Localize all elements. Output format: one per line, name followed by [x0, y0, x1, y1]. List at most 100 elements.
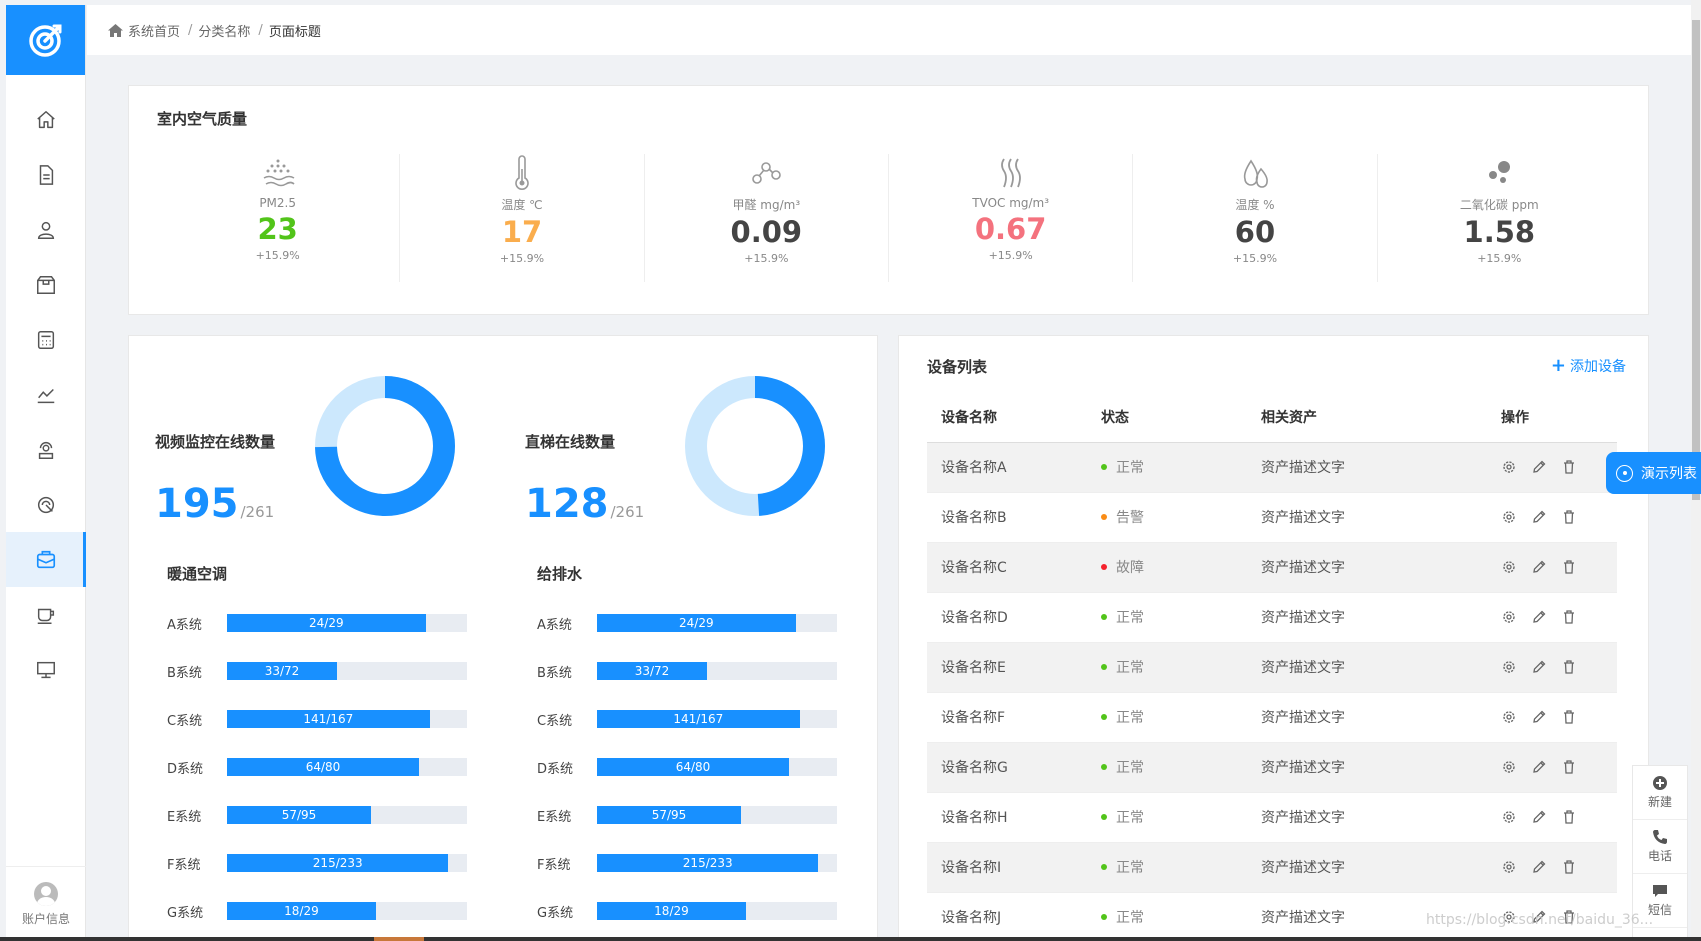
device-name-cell: 设备名称H [927, 792, 1087, 843]
asset-cell: 资产描述文字 [1247, 742, 1487, 793]
metric-label: PM2.5 [259, 196, 296, 210]
settings-icon[interactable] [1501, 859, 1517, 875]
edit-icon[interactable] [1531, 559, 1547, 575]
asset-cell: 资产描述文字 [1247, 592, 1487, 643]
actions-cell [1487, 892, 1617, 941]
sidebar-item-dashboard[interactable] [6, 532, 86, 587]
table-row[interactable]: 设备名称B 告警 资产描述文字 [927, 492, 1617, 543]
delete-icon[interactable] [1561, 609, 1577, 625]
settings-icon[interactable] [1501, 809, 1517, 825]
demo-list-button[interactable]: 演示列表 [1606, 452, 1701, 494]
table-row[interactable]: 设备名称I 正常 资产描述文字 [927, 842, 1617, 893]
delete-icon[interactable] [1561, 459, 1577, 475]
sidebar-item-home[interactable] [6, 92, 85, 147]
sidebar-item-document[interactable] [6, 147, 85, 202]
sidebar-item-calculator[interactable] [6, 312, 85, 367]
online-total: /261 [610, 503, 645, 521]
edit-icon[interactable] [1531, 709, 1547, 725]
message-button[interactable]: 短信 [1633, 874, 1687, 928]
new-button[interactable]: 新建 [1633, 766, 1687, 820]
logo[interactable] [6, 5, 85, 75]
settings-icon[interactable] [1501, 459, 1517, 475]
sidebar-item-user-group[interactable] [6, 202, 85, 257]
edit-icon[interactable] [1531, 759, 1547, 775]
breadcrumb-current: 页面标题 [268, 24, 321, 40]
sidebar-item-cup[interactable] [6, 587, 85, 642]
sidebar-item-chart[interactable] [6, 367, 85, 422]
progress-fill: 64/80 [227, 758, 419, 776]
metric-label: 温度 ℃ [501, 198, 543, 212]
edit-icon[interactable] [1531, 459, 1547, 475]
settings-icon[interactable] [1501, 559, 1517, 575]
delete-icon[interactable] [1561, 559, 1577, 575]
table-row[interactable]: 设备名称C 故障 资产描述文字 [927, 542, 1617, 593]
sidebar-item-monitor-wave[interactable] [6, 477, 85, 532]
edit-icon[interactable] [1531, 509, 1547, 525]
metric-change: +15.9% [1232, 252, 1278, 265]
settings-icon[interactable] [1501, 609, 1517, 625]
demo-list-label: 演示列表 [1641, 466, 1697, 482]
system-label: A系统 [167, 617, 202, 633]
metric-label: 甲醛 mg/m³ [732, 198, 801, 212]
edit-icon[interactable] [1531, 859, 1547, 875]
table-row[interactable]: 设备名称D 正常 资产描述文字 [927, 592, 1617, 643]
status-cell: 正常 [1087, 742, 1247, 793]
column-header-asset: 相关资产 [1247, 392, 1487, 443]
delete-icon[interactable] [1561, 859, 1577, 875]
delete-icon[interactable] [1561, 509, 1577, 525]
sidebar-item-box[interactable] [6, 257, 85, 312]
status-text: 正常 [1116, 760, 1144, 776]
delete-icon[interactable] [1561, 909, 1577, 925]
table-row[interactable]: 设备名称J 正常 资产描述文字 [927, 892, 1617, 941]
table-row[interactable]: 设备名称H 正常 资产描述文字 [927, 792, 1617, 843]
account-label: 账户信息 [21, 911, 70, 926]
status-dot [1101, 714, 1107, 720]
progress-fill: 215/233 [227, 854, 449, 872]
breadcrumb-home[interactable]: 系统首页 [128, 24, 181, 40]
progress-fill: 57/95 [597, 806, 741, 824]
metric-value: 23 [257, 212, 298, 246]
system-bar-row: B系统 33/72 [537, 647, 867, 695]
delete-icon[interactable] [1561, 759, 1577, 775]
table-row[interactable]: 设备名称F 正常 资产描述文字 [927, 692, 1617, 743]
system-label: G系统 [167, 905, 204, 921]
device-name-cell: 设备名称J [927, 892, 1087, 941]
sidebar-item-sensor[interactable] [6, 422, 85, 477]
table-row[interactable]: 设备名称G 正常 资产描述文字 [927, 742, 1617, 793]
dust-particles-icon [263, 159, 295, 187]
delete-icon[interactable] [1561, 809, 1577, 825]
table-row[interactable]: 设备名称E 正常 资产描述文字 [927, 642, 1617, 693]
add-device-button[interactable]: + 添加设备 [1551, 356, 1626, 376]
box-icon [36, 275, 55, 294]
account-info[interactable]: 账户信息 [6, 866, 86, 941]
vapor-icon [1000, 158, 1021, 188]
breadcrumb-separator: / [188, 22, 193, 38]
edit-icon[interactable] [1531, 609, 1547, 625]
edit-icon[interactable] [1531, 809, 1547, 825]
actions-cell [1487, 742, 1617, 793]
delete-icon[interactable] [1561, 709, 1577, 725]
settings-icon[interactable] [1501, 909, 1517, 925]
breadcrumb-category[interactable]: 分类名称 [198, 24, 251, 40]
metric-value: 0.09 [730, 215, 803, 249]
table-row[interactable]: 设备名称A 正常 资产描述文字 [927, 442, 1617, 493]
scrollbar-thumb[interactable] [1692, 20, 1700, 500]
status-cell: 正常 [1087, 842, 1247, 893]
sidebar-item-desktop[interactable] [6, 642, 85, 697]
phone-button[interactable]: 电话 [1633, 820, 1687, 874]
system-label: C系统 [167, 713, 203, 729]
home-icon [108, 23, 123, 37]
status-text: 正常 [1116, 810, 1144, 826]
delete-icon[interactable] [1561, 659, 1577, 675]
settings-icon[interactable] [1501, 709, 1517, 725]
edit-icon[interactable] [1531, 909, 1547, 925]
settings-icon[interactable] [1501, 659, 1517, 675]
status-text: 正常 [1116, 660, 1144, 676]
metric-value: 17 [501, 215, 543, 249]
settings-icon[interactable] [1501, 509, 1517, 525]
settings-icon[interactable] [1501, 759, 1517, 775]
progress-track: 141/167 [227, 710, 467, 728]
edit-icon[interactable] [1531, 659, 1547, 675]
status-text: 正常 [1116, 710, 1144, 726]
progress-fill: 33/72 [597, 662, 707, 680]
